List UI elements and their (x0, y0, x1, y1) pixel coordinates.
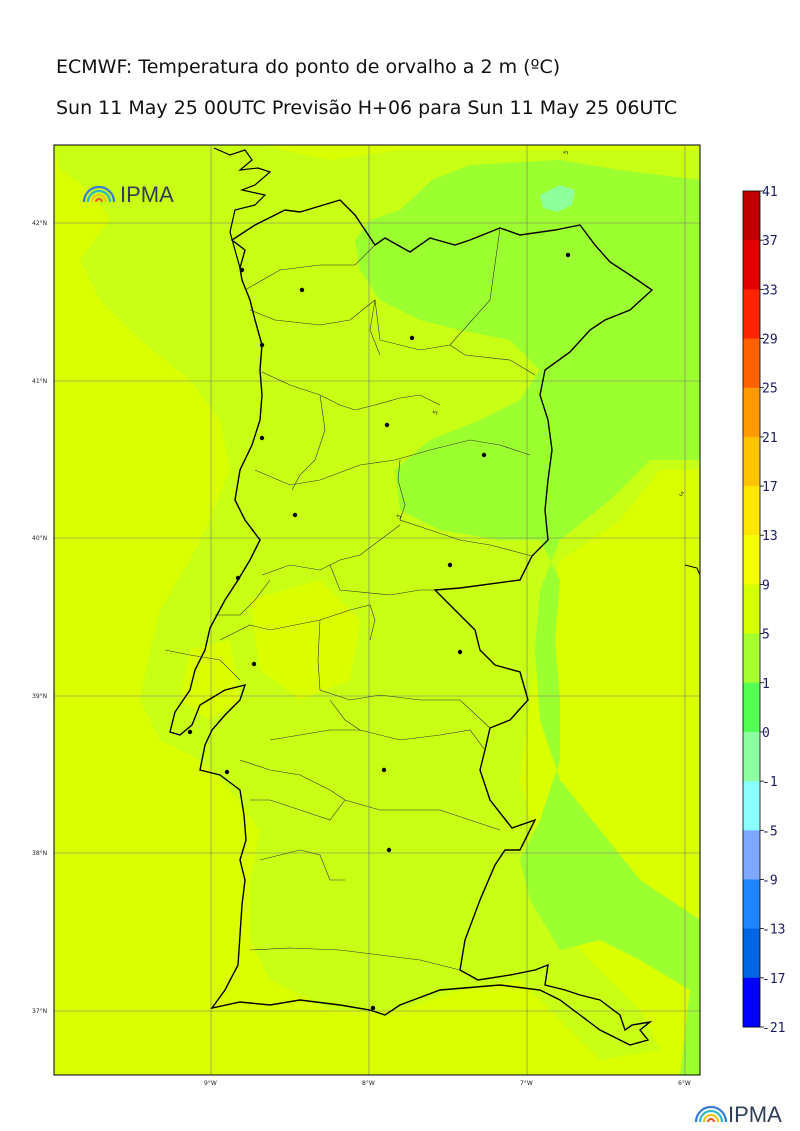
colorbar-segment (743, 830, 760, 880)
colorbar-label: 21 (762, 431, 778, 446)
contour-label: 5 (432, 409, 440, 416)
colorbar-label: -21 (762, 1021, 785, 1036)
lon-label-8w: 8°W (362, 1080, 375, 1087)
lon-label-9w: 9°W (204, 1080, 217, 1087)
colorbar-label: 13 (762, 529, 778, 544)
colorbar-segment (743, 977, 760, 1028)
lat-label-40: 40°N (32, 535, 47, 542)
band-0-1 (540, 185, 575, 212)
colorbar-label: 1 (762, 677, 770, 692)
band-1-5 (355, 160, 700, 1075)
colorbar-segment (743, 240, 760, 290)
colorbar-segment (743, 731, 760, 782)
colorbar-label: -13 (762, 923, 785, 938)
country-outline (169, 199, 654, 1046)
ipma-logo-top: IPMA (82, 182, 174, 207)
colorbar-segment (743, 535, 760, 585)
rainbow-icon (694, 1105, 728, 1123)
galicia-coastline (213, 147, 272, 269)
colorbar-label: 9 (762, 578, 770, 593)
ipma-logo-bottom: IPMA (694, 1102, 782, 1127)
longitude-labels: 9°W 8°W 7°W 6°W (204, 1080, 691, 1087)
colorbar-segment (743, 191, 760, 241)
colorbar-label: 37 (762, 234, 778, 249)
lon-label-6w: 6°W (678, 1080, 691, 1087)
district-boundaries (164, 227, 536, 971)
city-markers (187, 252, 571, 1011)
colorbar-label: -17 (762, 972, 785, 987)
contour-label: 5 (677, 490, 685, 498)
colorbar-label: 33 (762, 283, 778, 298)
colorbar-label: 41 (762, 185, 778, 200)
colorbar-segment (743, 338, 760, 389)
lat-label-37: 37°N (32, 1008, 47, 1015)
colorbar-label: 29 (762, 333, 778, 348)
colorbar-label: 17 (762, 480, 778, 495)
colorbar-segment (743, 584, 760, 635)
colorbar-label: 25 (762, 382, 778, 397)
graticule (54, 145, 700, 1075)
colorbar-segment (743, 781, 760, 831)
colorbar-label: 0 (762, 726, 770, 741)
colorbar-segment (743, 387, 760, 438)
contour-labels: 5 5 5 5 (395, 149, 685, 520)
map-subtitle: Sun 11 May 25 00UTC Previsão H+06 para S… (56, 97, 678, 119)
contour-label: 5 (395, 513, 403, 521)
colorbar-label: -5 (762, 824, 778, 839)
colorbar-label: 5 (762, 628, 770, 643)
colorbar-segment (743, 289, 760, 340)
map-frame (53, 144, 701, 1076)
band-9-13-pockets (180, 580, 360, 720)
colorbar-frame (742, 190, 761, 1028)
latitude-labels: 42°N 41°N 40°N 39°N 38°N 37°N (32, 220, 47, 1015)
colorbar-segment (743, 486, 760, 536)
lat-label-39: 39°N (32, 693, 47, 700)
colorbar-label: -1 (762, 775, 778, 790)
map-title: ECMWF: Temperatura do ponto de orvalho a… (56, 56, 561, 78)
lat-label-42: 42°N (32, 220, 47, 227)
colorbar-segment (743, 928, 760, 979)
colorbar-label: -9 (762, 873, 778, 888)
colorbar-segment (743, 682, 760, 733)
contour-label: 5 (562, 149, 570, 155)
spain-east-fragment (684, 564, 701, 576)
colorbar-segment (743, 436, 760, 487)
lat-label-38: 38°N (32, 850, 47, 857)
lat-label-41: 41°N (32, 378, 47, 385)
colorbar: 41 37 33 29 25 21 17 13 9 5 1 0 -1 -5 -9 -13 -17 -21 (742, 185, 785, 1036)
ipma-logo-text: IPMA (120, 182, 174, 207)
lon-label-7w: 7°W (520, 1080, 533, 1087)
colorbar-segment (743, 633, 760, 684)
rainbow-icon (82, 185, 116, 203)
ipma-logo-text: IPMA (728, 1102, 782, 1127)
colorbar-segment (743, 879, 760, 930)
